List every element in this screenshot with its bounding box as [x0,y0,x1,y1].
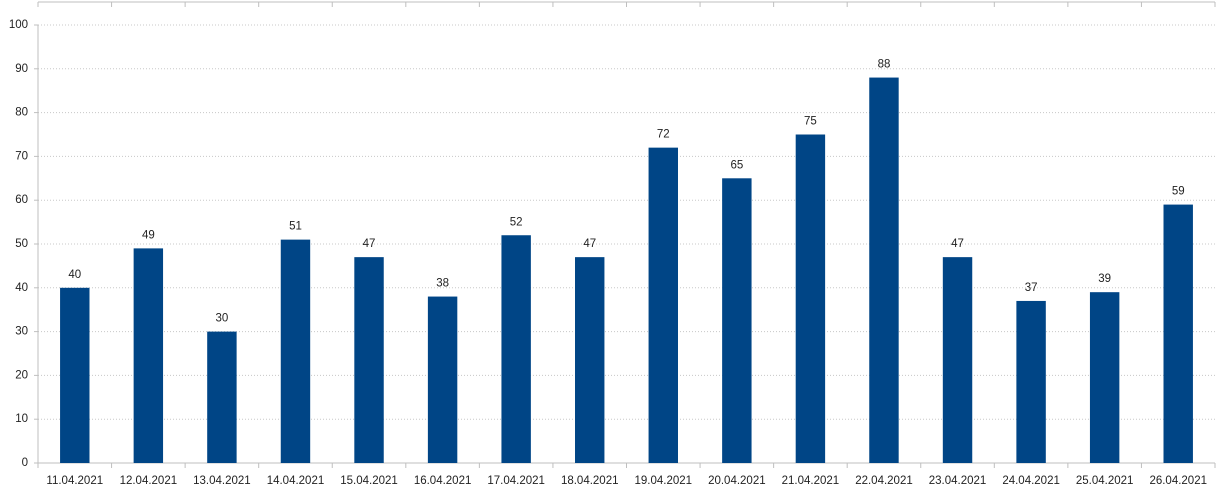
data-label: 52 [510,216,523,228]
bar [869,77,899,463]
data-label: 47 [583,238,596,250]
y-tick-label: 60 [15,194,28,206]
x-tick-label: 22.04.2021 [855,475,913,487]
bar [60,287,90,463]
x-tick-label: 18.04.2021 [561,475,619,487]
y-tick-label: 100 [9,19,28,31]
data-label: 37 [1025,282,1038,294]
y-tick-label: 30 [15,326,28,338]
x-tick-label: 13.04.2021 [193,475,251,487]
bar [354,257,384,463]
y-tick-label: 80 [15,107,28,119]
x-tick-label: 20.04.2021 [708,475,766,487]
y-tick-label: 20 [15,369,28,381]
y-tick-label: 90 [15,63,28,75]
data-label: 88 [878,59,891,71]
x-tick-label: 15.04.2021 [340,475,398,487]
data-label: 49 [142,229,155,241]
bar [1089,292,1120,463]
data-label: 51 [289,221,302,233]
x-tick-label: 24.04.2021 [1002,475,1060,487]
x-tick-label: 21.04.2021 [782,475,840,487]
data-label: 40 [68,269,81,281]
x-tick-label: 11.04.2021 [46,475,103,487]
data-label: 39 [1098,273,1111,285]
x-tick-label: 26.04.2021 [1149,475,1207,487]
bar [722,178,752,464]
data-label: 59 [1172,186,1185,198]
x-tick-label: 17.04.2021 [487,475,545,487]
x-tick-label: 14.04.2021 [267,475,325,487]
bar [1016,300,1046,463]
x-tick-label: 23.04.2021 [929,475,987,487]
x-tick-label: 25.04.2021 [1076,475,1134,487]
bar [942,257,973,463]
data-label: 75 [804,116,817,128]
data-label: 65 [730,159,743,171]
bar [133,248,164,463]
bar [1163,204,1193,463]
data-label: 30 [216,313,229,325]
bar [795,134,826,463]
data-label: 72 [657,129,670,141]
bar [575,257,605,463]
data-label: 47 [951,238,964,250]
bar [648,147,678,463]
y-tick-label: 50 [15,238,28,250]
data-label: 38 [436,278,449,290]
x-tick-label: 19.04.2021 [635,475,693,487]
y-tick-label: 10 [15,413,28,425]
x-tick-label: 12.04.2021 [120,475,178,487]
x-tick-label: 16.04.2021 [414,475,472,487]
bar [207,331,237,463]
y-tick-label: 0 [22,457,28,469]
bar [501,235,531,463]
bar [427,296,458,463]
y-tick-label: 40 [15,282,28,294]
y-tick-label: 70 [15,150,28,162]
bar [280,239,311,463]
data-label: 47 [363,238,376,250]
